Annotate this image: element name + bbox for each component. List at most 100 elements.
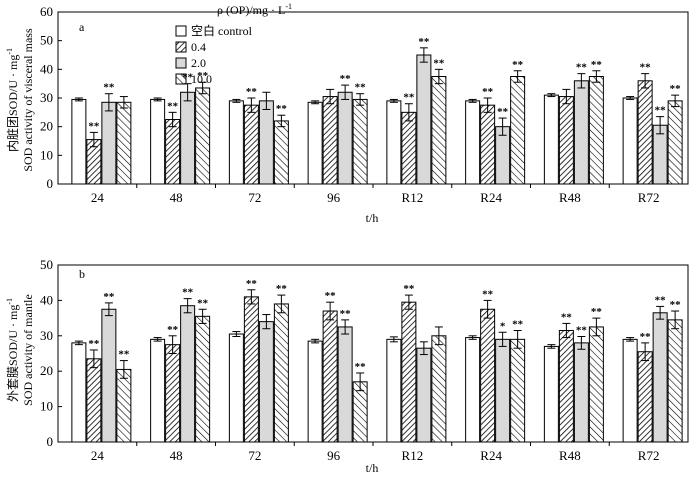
panel-a-xtick-label-R72: R72 [638,190,660,205]
panel-b-xtick-label-R24: R24 [480,448,502,463]
panel-a-significance-2.0-R48: ** [576,62,588,74]
panel-b-significance-0.4-24: ** [88,338,100,350]
panel-b-significance-10.0-48: ** [197,297,209,309]
panel-a-bar-0.4-R72 [637,80,653,185]
panel-a-bar-control-24 [71,98,87,185]
panel-a-bar-control-R12 [386,100,402,185]
legend-label-0.4: 0.4 [191,40,206,54]
panel-a-ytick-label: 20 [40,119,53,134]
panel-b-bar-2.0-R24 [495,338,511,443]
panel-a-xtick-label-R24: R24 [480,190,502,205]
panel-a-xtick-label-R12: R12 [402,190,424,205]
panel-a-bar-10.0-48 [195,87,211,185]
panel-a-bar-10.0-R72 [667,100,683,185]
panel-a-bar-control-96 [307,101,323,185]
panel-b-bar-control-48 [150,338,166,443]
panel-b-bar-0.4-R24 [480,308,496,443]
legend-swatch-0.4 [175,41,187,53]
panel-b-ytick-label: 10 [40,399,53,414]
panel-b-bar-2.0-R72 [652,312,668,443]
panel-b-significance-10.0-96: ** [355,361,367,373]
panel-a-bar-0.4-R48 [558,96,574,185]
panel-b-significance-2.0-96: ** [340,308,352,320]
panel-b-ylabel-en: SOD activity of mantle [21,294,35,406]
panel-b-significance-2.0-R72: ** [655,294,667,306]
panel-b-bar-control-R48 [543,345,559,443]
panel-b-bar-0.4-96 [322,310,338,443]
panel-b-significance-2.0-R48: ** [576,325,588,337]
panel-a-significance-2.0-24: ** [103,82,115,94]
panel-a: a 内脏团SOD/U · mg-1 SOD activity of viscer… [5,4,689,225]
panel-b-xtick-label-48: 48 [170,448,183,463]
panel-a-significance-10.0-72: ** [276,103,288,115]
panel-b-bar-control-R12 [386,338,402,443]
panel-a-bar-2.0-96 [337,91,353,185]
panel-a-ytick-label: 40 [40,61,53,76]
panel-b-ytick-label: 40 [40,292,53,307]
panel-b-xtick-label-R48: R48 [559,448,581,463]
panel-a-bar-10.0-R12 [431,76,447,185]
panel-a-ylabel-en: SOD activity of visceral mass [21,28,35,172]
panel-a-bar-2.0-R12 [416,54,432,185]
legend-label-10.0: 10.0 [191,72,212,86]
panel-a-bar-0.4-48 [165,119,181,185]
panel-a-significance-10.0-48: ** [197,70,209,82]
panel-b-significance-0.4-R48: ** [561,311,573,323]
panel-a-bar-control-72 [228,100,244,185]
panel-a-significance-0.4-24: ** [88,120,100,132]
panel-a-xtick-label-96: 96 [327,190,341,205]
panel-a-significance-2.0-R24: ** [497,106,509,118]
panel-b-significance-10.0-R48: ** [591,306,603,318]
panel-a-ytick-label: 60 [40,4,53,19]
panel-b-xtick-label-96: 96 [327,448,341,463]
panel-a-bar-0.4-R24 [480,104,496,185]
panel-b-xtick-label-24: 24 [91,448,105,463]
panel-b-bar-control-24 [71,342,87,443]
panel-b-significance-10.0-24: ** [118,349,130,361]
panel-b-significance-10.0-R72: ** [670,299,682,311]
panel-a-bar-10.0-R24 [510,76,526,185]
panel-b-bar-10.0-R12 [431,335,447,443]
panel-b-ytick-label: 50 [40,257,53,272]
panel-b-significance-2.0-24: ** [103,291,115,303]
panel-b-bar-2.0-R12 [416,347,432,443]
panel-b-ytick-label: 20 [40,363,53,378]
panel-b-ylabel-cn-wrap: 外套膜SOD/U · mg-1 [5,298,20,402]
panel-a-significance-2.0-96: ** [340,73,352,85]
panel-a-bar-2.0-24 [101,101,117,185]
panel-a-significance-0.4-R24: ** [482,86,494,98]
legend-label-2.0: 2.0 [191,56,206,70]
panel-b-bar-0.4-R12 [401,301,417,443]
legend-swatch-control [175,25,187,37]
panel-b-bar-10.0-24 [116,368,132,443]
panel-b-bar-control-R24 [465,337,481,443]
panel-b-significance-2.0-R24: * [500,320,506,332]
panel-a-significance-10.0-R72: ** [670,83,682,95]
panel-a-bar-10.0-72 [273,120,289,185]
panel-b-bar-0.4-R48 [558,329,574,443]
panel-b-bar-0.4-24 [86,358,102,443]
panel-a-bar-0.4-R12 [401,111,417,185]
panel-a-xtick-label-48: 48 [170,190,183,205]
panel-b-bar-10.0-48 [195,315,211,443]
panel-b: b 外套膜SOD/U · mg-1 SOD activity of mantle… [5,257,689,475]
panel-a-bar-control-R72 [622,97,638,185]
panel-a-significance-0.4-48: ** [167,100,179,112]
panel-a-significance-0.4-72: ** [246,86,258,98]
panel-a-ytick-label: 10 [40,147,53,162]
panel-a-significance-10.0-R24: ** [512,59,524,71]
panel-b-bar-10.0-R48 [588,326,604,443]
panel-a-xlabel: t/h [366,211,379,225]
legend: ρ (OP)/mg · L-1 空白 control 0.4 2.0 10.0 [175,2,292,86]
panel-b-significance-2.0-48: ** [182,287,194,299]
panel-a-ytick-label: 30 [40,90,53,105]
legend-label-control: 空白 control [191,23,253,38]
panel-b-xtick-label-72: 72 [248,448,261,463]
panel-a-ylabel-en-wrap: SOD activity of visceral mass [21,28,35,172]
panel-b-bar-2.0-R48 [573,342,589,443]
panel-b-bar-0.4-R72 [637,351,653,443]
panel-b-xlabel: t/h [366,461,379,475]
panel-a-significance-10.0-R12: ** [433,57,445,69]
panel-b-bar-10.0-R24 [510,338,526,443]
